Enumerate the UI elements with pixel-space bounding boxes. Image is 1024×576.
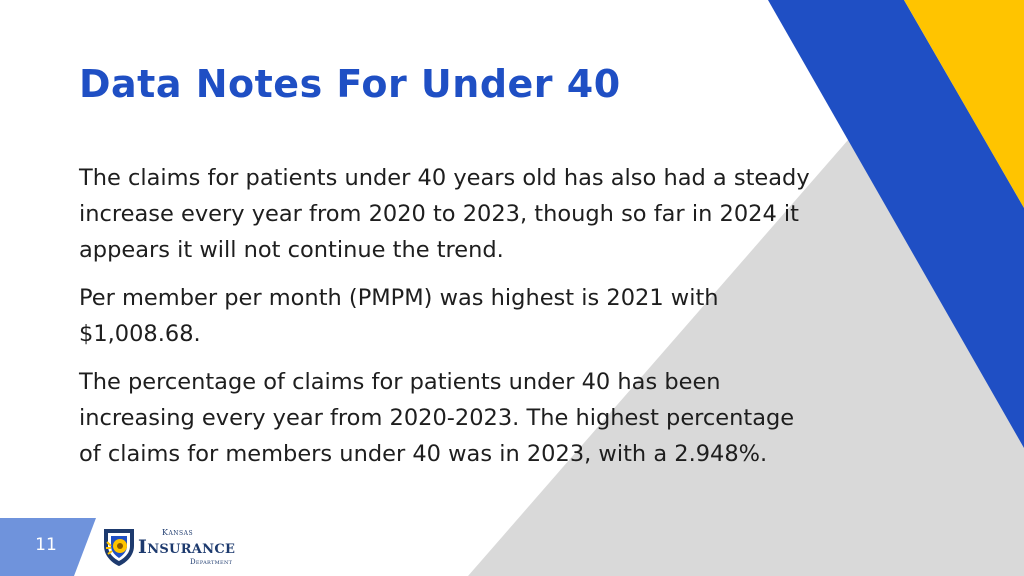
logo-department-text: Department	[190, 558, 233, 566]
logo-insurance-text: Insurance	[138, 536, 236, 558]
slide-title: Data Notes For Under 40	[79, 62, 621, 106]
blue-stripe	[768, 0, 1024, 448]
paragraph-pmpm: Per member per month (PMPM) was highest …	[79, 285, 719, 347]
paragraph-percentage: The percentage of claims for patients un…	[79, 369, 795, 467]
page-number: 11	[35, 535, 57, 555]
logo-kansas-text: Kansas	[162, 528, 194, 537]
shield-icon	[104, 529, 134, 566]
page-number-box	[0, 518, 96, 576]
slide-body: The claims for patients under 40 years o…	[79, 160, 839, 484]
kansas-insurance-logo	[104, 529, 134, 566]
paragraph-claims-trend: The claims for patients under 40 years o…	[79, 165, 810, 263]
sunflower-icon	[106, 539, 127, 555]
yellow-stripe	[904, 0, 1024, 208]
